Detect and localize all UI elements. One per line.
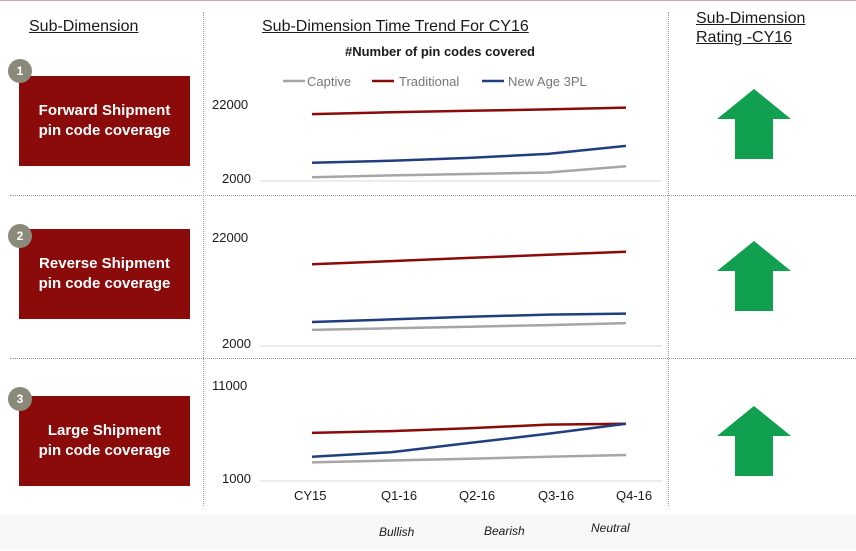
dimension-label-line1: Reverse Shipment (39, 255, 170, 272)
series-line-captive (311, 165, 627, 179)
legend-label-bearish: Bearish (484, 524, 525, 538)
dimension-box-forward: Forward Shipment pin code coverage (19, 76, 190, 166)
bullish-up-arrow-icon (717, 241, 791, 311)
chart-subtitle: #Number of pin codes covered (345, 44, 535, 59)
y-tick-label: 2000 (222, 336, 251, 351)
bullish-up-arrow-icon (717, 89, 791, 159)
legend-label-bullish: Bullish (379, 525, 415, 539)
row-divider-2 (10, 358, 856, 359)
y-tick-label: 22000 (212, 230, 248, 245)
x-tick-label: CY15 (294, 488, 327, 503)
y-tick-label: 1000 (222, 471, 251, 486)
series-line-traditional (311, 250, 627, 266)
row-number-badge: 3 (8, 387, 32, 411)
dimension-box-reverse: Reverse Shipment pin code coverage (19, 229, 190, 319)
bullish-up-arrow-icon (717, 406, 791, 476)
y-tick-label: 11000 (212, 378, 247, 393)
row-number-badge: 2 (8, 224, 32, 248)
x-tick-label: Q1-16 (381, 488, 417, 503)
series-line-captive (311, 453, 627, 464)
y-tick-label: 2000 (222, 171, 251, 186)
legend-label-neutral: Neutral (591, 521, 630, 535)
series-line-traditional (311, 422, 627, 435)
rating-header-line1: Sub-Dimension (696, 10, 806, 27)
time-trend-header: Sub-Dimension Time Trend For CY16 (262, 18, 529, 35)
dimension-label-line1: Large Shipment (47, 422, 162, 439)
dimension-label-line2: pin code coverage (38, 275, 171, 292)
sub-dimension-header: Sub-Dimension (29, 18, 139, 35)
column-divider-right (668, 12, 669, 506)
x-tick-label: Q4-16 (616, 488, 652, 503)
dimension-label-line2: pin code coverage (38, 442, 171, 459)
row-number-badge: 1 (8, 59, 32, 83)
rating-header-line2: Rating -CY16 (696, 29, 793, 46)
dimension-label-line1: Forward Shipment (38, 102, 171, 119)
legend-label: Captive (307, 74, 351, 89)
series-line-new-age-3pl (311, 422, 627, 459)
row-divider-1 (10, 195, 856, 196)
series-line-new-age-3pl (311, 144, 627, 164)
rating-legend (0, 515, 856, 549)
legend-label: Traditional (399, 74, 459, 89)
y-tick-label: 22000 (212, 97, 248, 112)
top-border-line (0, 0, 856, 1)
legend-label: New Age 3PL (508, 74, 587, 89)
series-line-captive (311, 321, 627, 332)
column-divider-left (203, 12, 204, 506)
x-tick-label: Q2-16 (459, 488, 495, 503)
x-tick-label: Q3-16 (538, 488, 574, 503)
dimension-box-large: Large Shipment pin code coverage (19, 396, 190, 486)
series-line-traditional (311, 106, 627, 116)
series-line-new-age-3pl (311, 312, 627, 324)
dimension-label-line2: pin code coverage (38, 122, 171, 139)
rating-header: Sub-Dimension Rating -CY16 (696, 9, 805, 47)
